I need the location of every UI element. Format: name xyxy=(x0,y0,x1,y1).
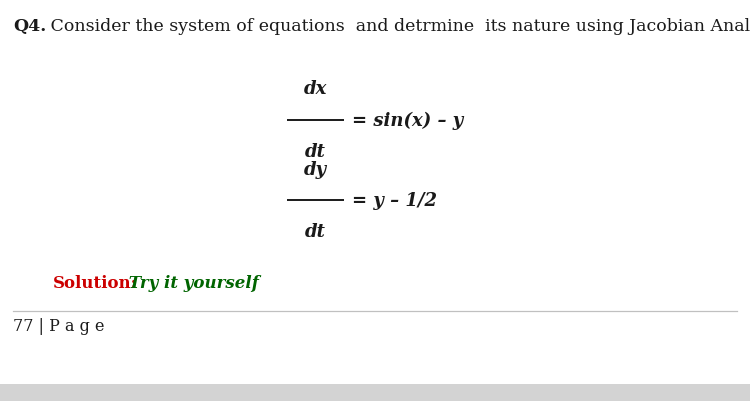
Text: = y – 1/2: = y – 1/2 xyxy=(352,192,437,209)
Text: dt: dt xyxy=(304,142,326,160)
Text: Solution:: Solution: xyxy=(53,275,137,292)
Text: = sin(x) – y: = sin(x) – y xyxy=(352,111,464,130)
Text: 77 | P a g e: 77 | P a g e xyxy=(13,317,105,334)
Text: dy: dy xyxy=(304,160,326,178)
Text: dx: dx xyxy=(303,80,327,98)
Text: Q4.: Q4. xyxy=(13,18,46,35)
Text: Try it yourself: Try it yourself xyxy=(123,275,259,292)
Text: Consider the system of equations  and detrmine  its nature using Jacobian Analys: Consider the system of equations and det… xyxy=(45,18,750,35)
FancyBboxPatch shape xyxy=(0,384,750,401)
Text: dt: dt xyxy=(304,223,326,241)
